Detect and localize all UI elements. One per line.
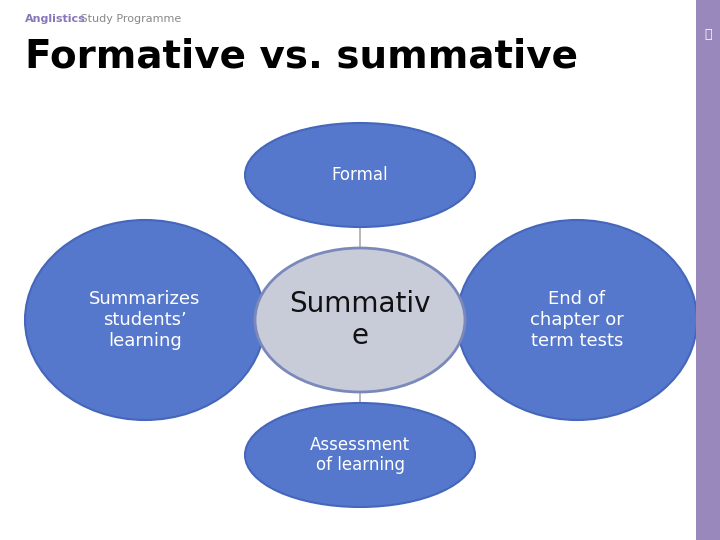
Text: Summarizes
students’
learning: Summarizes students’ learning [89,290,201,350]
Ellipse shape [457,220,697,420]
Text: Study Programme: Study Programme [77,14,181,24]
Ellipse shape [255,248,465,392]
Text: Formative vs. summative: Formative vs. summative [25,38,578,76]
Text: Formal: Formal [332,166,388,184]
Text: Assessment
of learning: Assessment of learning [310,436,410,475]
Text: Anglistics: Anglistics [25,14,86,24]
Ellipse shape [245,403,475,507]
Text: Summativ
e: Summativ e [289,290,431,350]
Text: 🚶: 🚶 [704,28,712,41]
Ellipse shape [245,123,475,227]
Bar [696,0,720,540]
Ellipse shape [25,220,265,420]
Text: End of
chapter or
term tests: End of chapter or term tests [530,290,624,350]
